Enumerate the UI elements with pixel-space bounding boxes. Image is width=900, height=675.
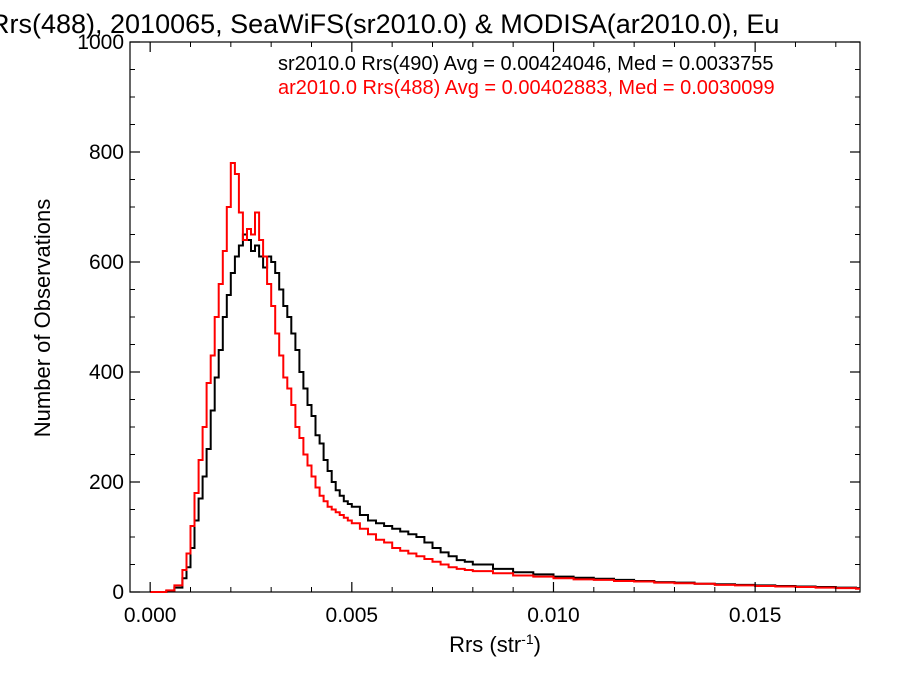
plot-area <box>129 41 861 593</box>
x-tick-label: 0.010 <box>527 604 580 627</box>
x-axis-title-main: Rrs (str <box>449 632 521 657</box>
y-axis-title: Number of Observations <box>30 199 55 437</box>
chart-title: Rrs(488), 2010065, SeaWiFS(sr2010.0) & M… <box>0 9 779 39</box>
y-tick-label: 600 <box>89 251 124 274</box>
series-line-modisa <box>150 162 860 593</box>
y-tick-label: 0 <box>112 581 124 604</box>
x-axis-title: Rrs (str-1) <box>449 631 541 657</box>
series-line-seawifs <box>150 233 860 593</box>
x-tick-label: 0.015 <box>729 604 782 627</box>
legend-entry: ar2010.0 Rrs(488) Avg = 0.00402883, Med … <box>278 77 775 99</box>
axes-layer: 0 200 400 600 800 1000 0.000 0.005 0.010 0.015 <box>77 31 860 627</box>
y-tick-label: 400 <box>89 361 124 384</box>
x-tick-label: 0.000 <box>124 604 177 627</box>
legend: sr2010.0 Rrs(490) Avg = 0.00424046, Med … <box>278 53 775 99</box>
y-tick-label: 800 <box>89 141 124 164</box>
y-tick-label: 1000 <box>77 31 124 54</box>
x-tick-label: 0.005 <box>326 604 379 627</box>
legend-entry: sr2010.0 Rrs(490) Avg = 0.00424046, Med … <box>278 53 774 75</box>
series-layer <box>150 162 860 593</box>
x-axis-title-sup: -1 <box>521 631 534 647</box>
x-axis-title-close: ) <box>534 632 541 657</box>
plot-frame <box>129 41 861 593</box>
y-tick-label: 200 <box>89 471 124 494</box>
